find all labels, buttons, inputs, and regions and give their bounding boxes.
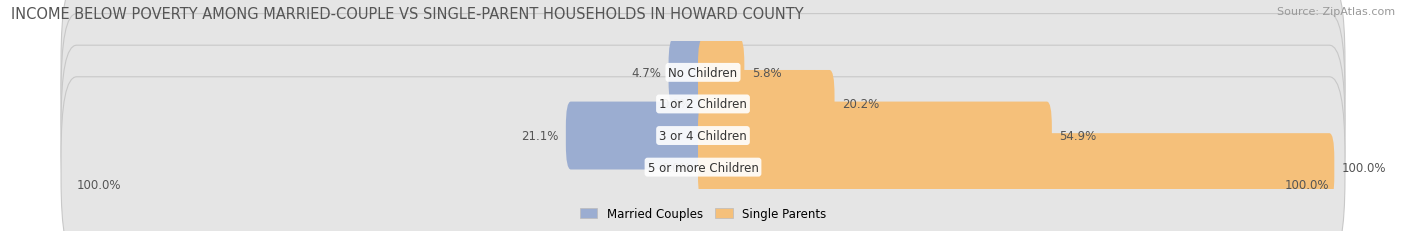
Text: INCOME BELOW POVERTY AMONG MARRIED-COUPLE VS SINGLE-PARENT HOUSEHOLDS IN HOWARD : INCOME BELOW POVERTY AMONG MARRIED-COUPL… [11,7,804,22]
Text: 0.0%: 0.0% [661,98,690,111]
Legend: Married Couples, Single Parents: Married Couples, Single Parents [575,203,831,225]
Text: No Children: No Children [668,67,738,79]
FancyBboxPatch shape [669,39,709,107]
Text: 21.1%: 21.1% [522,129,558,143]
Text: 100.0%: 100.0% [1341,161,1386,174]
FancyBboxPatch shape [60,46,1346,226]
Text: 1 or 2 Children: 1 or 2 Children [659,98,747,111]
FancyBboxPatch shape [60,0,1346,163]
Text: 5 or more Children: 5 or more Children [648,161,758,174]
Text: 54.9%: 54.9% [1059,129,1097,143]
FancyBboxPatch shape [697,39,744,107]
FancyBboxPatch shape [697,134,1334,201]
FancyBboxPatch shape [60,77,1346,231]
FancyBboxPatch shape [697,102,1052,170]
FancyBboxPatch shape [565,102,709,170]
Text: 4.7%: 4.7% [631,67,661,79]
Text: Source: ZipAtlas.com: Source: ZipAtlas.com [1277,7,1395,17]
Text: 3 or 4 Children: 3 or 4 Children [659,129,747,143]
Text: 100.0%: 100.0% [77,178,121,191]
Text: 100.0%: 100.0% [1285,178,1329,191]
Text: 5.8%: 5.8% [752,67,782,79]
FancyBboxPatch shape [60,15,1346,195]
Text: 0.0%: 0.0% [661,161,690,174]
FancyBboxPatch shape [697,71,835,138]
Text: 20.2%: 20.2% [842,98,879,111]
